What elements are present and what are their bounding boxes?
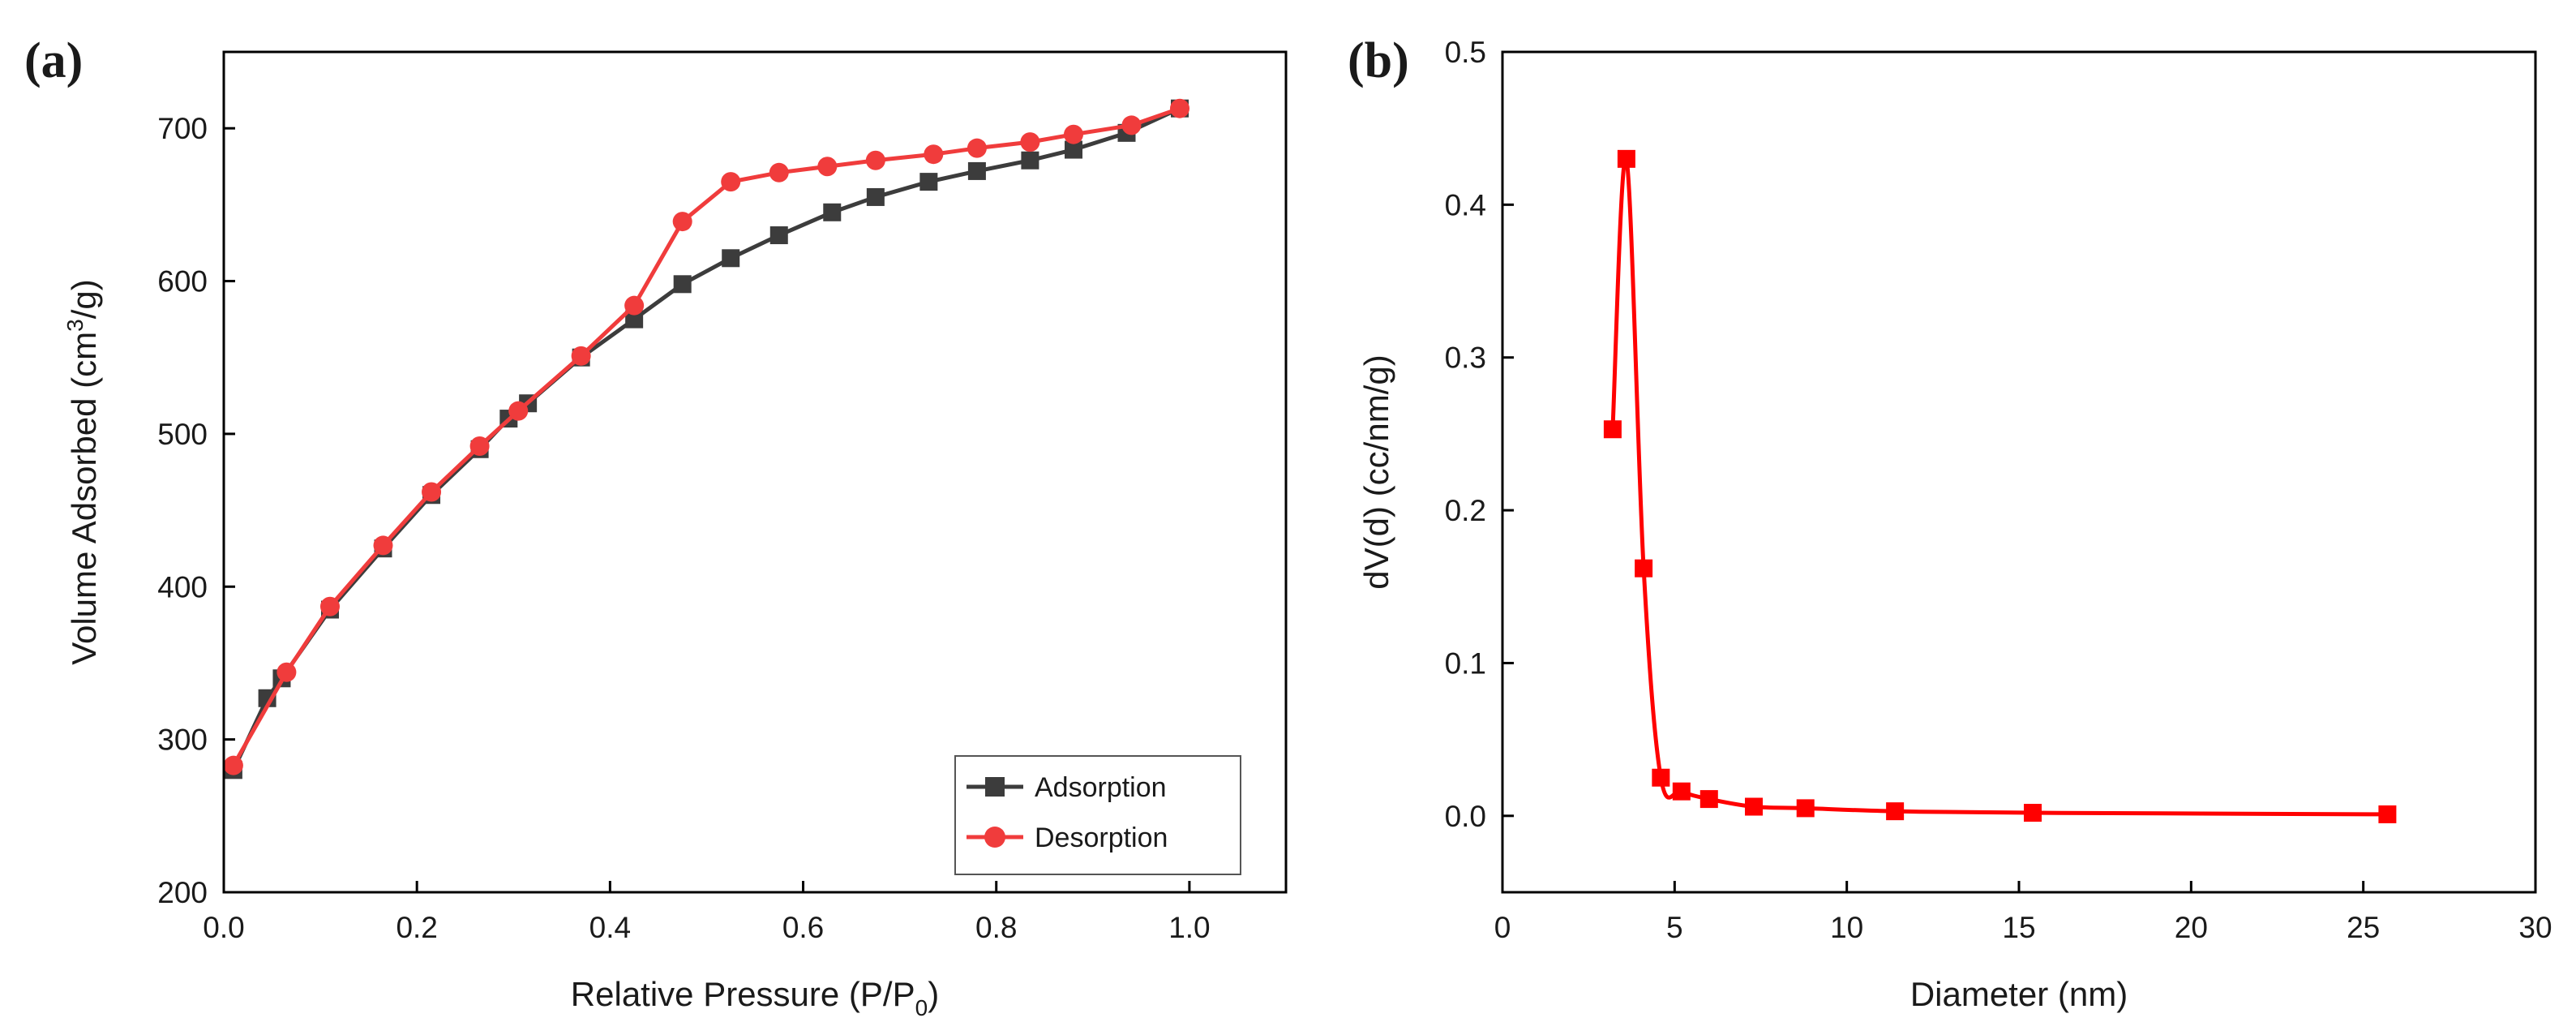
y-tick-label: 700 [157,112,208,145]
legend-adsorption-marker [985,777,1005,797]
data-point [1603,420,1622,439]
y-tick-label: 500 [157,418,208,451]
x-tick-label: 0.0 [203,911,244,944]
data-point [625,310,644,329]
data-point [673,275,692,294]
x-tick-label: 1.0 [1168,911,1210,944]
data-point [1170,98,1189,118]
panel-a-label: (a) [24,33,83,88]
data-point [1635,559,1653,578]
data-point [1065,140,1082,159]
x-tick-label: 0.2 [396,911,437,944]
data-point [1672,782,1691,801]
data-point [865,150,885,170]
data-point [373,535,393,556]
data-point [258,689,276,707]
series-line [231,106,1181,771]
y-tick-label: 0.2 [1445,494,1486,527]
data-point [2378,805,2397,823]
panel-b-y-axis-title: dV(d) (cc/nm/g) [1357,354,1395,589]
x-tick-label: 15 [2002,911,2035,944]
panel-b-ticks: 0 5 10 15 20 25 30 0.0 0.1 0.2 0.3 0.4 0.5 [1445,36,2552,944]
x-tick-label: 0 [1494,911,1511,944]
panel-a-ticks: 0.0 0.2 0.4 0.6 0.8 1.0 200 300 400 500 600 700 [157,112,1210,944]
data-point [624,295,645,316]
legend-box [954,755,1241,875]
data-point [967,138,987,158]
panel-a-x-axis-title: Relative Pressure (P/P0) [571,975,939,1020]
series-desorption [223,98,1189,775]
series-line [1610,155,2388,817]
data-point [469,436,490,456]
panel-a-isotherm: (a) 0.0 0.2 0.4 0.6 0.8 1.0 200 300 400 500 600 700… [24,33,1288,1020]
y-tick-label: 0.1 [1445,646,1486,680]
panel-b-axes-frame [1501,50,2537,894]
data-point [722,249,740,268]
x-tick-label: 5 [1666,911,1683,944]
x-tick-label: 0.6 [782,911,824,944]
x-tick-label: 25 [2347,911,2380,944]
panel-a-legend: Adsorption Desorption [954,755,1241,875]
x-tick-label: 30 [2518,911,2552,944]
panel-b-series [1603,149,2397,823]
legend-desorption-label: Desorption [1035,822,1168,853]
data-point [823,203,842,221]
x-tick-label: 0.4 [589,911,631,944]
data-point [769,162,789,183]
y-tick-label: 600 [157,265,208,298]
data-point [1121,115,1142,135]
series-pore-size-distribution [1603,149,2397,823]
y-tick-label: 0.5 [1445,36,1486,69]
data-point [1796,799,1815,818]
data-point [223,755,243,775]
data-point [721,172,741,192]
x-tick-label: 20 [2175,911,2208,944]
panel-b-label: (b) [1348,33,1409,88]
panel-a-axes-frame [222,50,1288,894]
data-point [769,226,788,245]
legend-adsorption-label: Adsorption [1035,772,1167,803]
panel-a-y-axis-title: Volume Adsorbed (cm3/g) [62,279,103,664]
y-tick-label: 0.0 [1445,800,1486,833]
data-point [967,161,986,180]
panel-a-series [223,98,1189,779]
series-line [231,106,1181,767]
data-point [1020,132,1040,152]
x-tick-label: 10 [1830,911,1863,944]
legend-desorption-marker [984,827,1005,848]
data-point [571,346,591,366]
y-tick-label: 400 [157,570,208,603]
data-point [1652,768,1670,787]
data-point [508,401,529,421]
panel-b-pore-distribution: (b) 0 5 10 15 20 25 30 0.0 0.1 0.2 0.3 0.4 0.5 Diame… [1348,33,2552,1013]
x-tick-label: 0.8 [975,911,1017,944]
data-point [1617,149,1635,168]
data-point [919,173,938,191]
data-point [924,144,944,165]
data-point [1064,124,1083,144]
y-tick-label: 0.3 [1445,341,1486,375]
data-point [2023,804,2042,822]
data-point [1021,151,1039,170]
data-point [866,187,885,206]
data-point [276,662,297,682]
data-point [422,482,442,502]
data-point [1886,802,1905,821]
y-tick-label: 200 [157,876,208,909]
y-tick-label: 300 [157,724,208,757]
data-point [1745,797,1764,816]
y-tick-label: 0.4 [1445,188,1486,221]
data-point [1699,790,1718,809]
data-point [672,212,692,232]
data-point [817,157,838,177]
panel-b-x-axis-title: Diameter (nm) [1910,975,2128,1013]
data-point [320,596,340,616]
